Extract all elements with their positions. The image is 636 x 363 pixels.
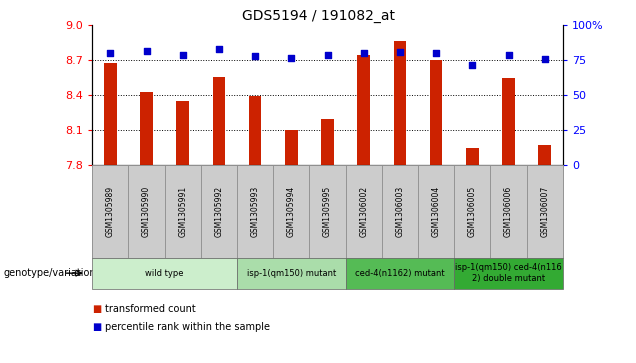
Bar bbox=[249, 97, 261, 165]
Bar bbox=[502, 78, 515, 165]
Bar bbox=[357, 54, 370, 165]
Text: wild type: wild type bbox=[146, 269, 184, 278]
Text: ced-4(n1162) mutant: ced-4(n1162) mutant bbox=[355, 269, 445, 278]
Point bbox=[141, 48, 151, 53]
Text: GSM1306002: GSM1306002 bbox=[359, 186, 368, 237]
Point bbox=[214, 46, 224, 52]
Point bbox=[105, 50, 115, 56]
Text: isp-1(qm150) ced-4(n116
2) double mutant: isp-1(qm150) ced-4(n116 2) double mutant bbox=[455, 264, 562, 283]
Point bbox=[540, 56, 550, 62]
Text: ■: ■ bbox=[92, 322, 102, 332]
Text: GSM1305991: GSM1305991 bbox=[178, 186, 187, 237]
Text: GDS5194 / 191082_at: GDS5194 / 191082_at bbox=[242, 9, 394, 23]
Text: GSM1306007: GSM1306007 bbox=[540, 186, 550, 237]
Point bbox=[395, 49, 405, 55]
Point bbox=[250, 53, 260, 59]
Text: GSM1305993: GSM1305993 bbox=[251, 186, 259, 237]
Bar bbox=[176, 101, 189, 165]
Bar bbox=[430, 60, 443, 165]
Bar bbox=[285, 130, 298, 165]
Text: GSM1305990: GSM1305990 bbox=[142, 186, 151, 237]
Bar bbox=[212, 77, 225, 165]
Text: GSM1306003: GSM1306003 bbox=[396, 186, 404, 237]
Point bbox=[431, 50, 441, 56]
Point bbox=[286, 55, 296, 61]
Text: GSM1305989: GSM1305989 bbox=[106, 186, 115, 237]
Point bbox=[504, 52, 514, 58]
Point bbox=[359, 50, 369, 56]
Point bbox=[177, 52, 188, 58]
Text: GSM1306005: GSM1306005 bbox=[468, 186, 477, 237]
Point bbox=[467, 62, 478, 68]
Text: transformed count: transformed count bbox=[105, 303, 196, 314]
Text: GSM1305992: GSM1305992 bbox=[214, 186, 223, 237]
Bar bbox=[466, 148, 479, 165]
Bar bbox=[140, 92, 153, 165]
Bar bbox=[539, 145, 551, 165]
Bar bbox=[394, 41, 406, 165]
Bar bbox=[104, 63, 116, 165]
Text: GSM1305994: GSM1305994 bbox=[287, 186, 296, 237]
Text: isp-1(qm150) mutant: isp-1(qm150) mutant bbox=[247, 269, 336, 278]
Text: percentile rank within the sample: percentile rank within the sample bbox=[105, 322, 270, 332]
Text: ■: ■ bbox=[92, 303, 102, 314]
Text: genotype/variation: genotype/variation bbox=[3, 268, 96, 278]
Text: GSM1305995: GSM1305995 bbox=[323, 186, 332, 237]
Point bbox=[322, 52, 333, 58]
Bar bbox=[321, 119, 334, 165]
Text: GSM1306004: GSM1306004 bbox=[432, 186, 441, 237]
Text: GSM1306006: GSM1306006 bbox=[504, 186, 513, 237]
